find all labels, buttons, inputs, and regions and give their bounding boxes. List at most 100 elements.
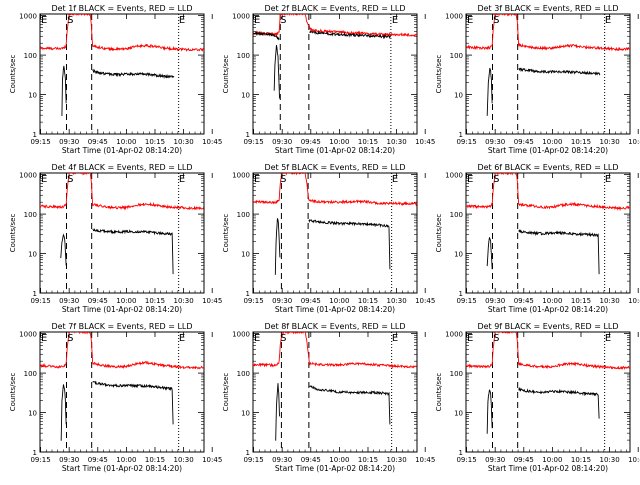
- x-tick-label: 10:30: [600, 138, 620, 146]
- x-axis-label: Start Time (01-Apr-02 08:14:20): [488, 146, 608, 155]
- y-tick-label: 1000: [445, 172, 463, 180]
- series-line-2: [309, 385, 391, 425]
- x-tick-label: 10:30: [387, 297, 407, 305]
- x-tick-label: 10:00: [329, 456, 349, 464]
- x-tick-label: 09:15: [243, 138, 263, 146]
- panel-5: Det 5f BLACK = Events, RED = LLD Counts/s…: [222, 163, 435, 314]
- y-tick-label: 1: [33, 449, 37, 457]
- x-tick-label: 10:45: [628, 297, 640, 305]
- marker-label: E: [41, 174, 47, 185]
- chart-title: Det 2f BLACK = Events, RED = LLD: [264, 4, 405, 13]
- marker-label: E: [41, 333, 47, 344]
- marker-label: E: [41, 15, 47, 26]
- x-tick-label: 09:30: [485, 297, 505, 305]
- y-tick-label: 1000: [445, 331, 463, 339]
- x-axis-label: Start Time (01-Apr-02 08:14:20): [275, 305, 395, 314]
- series-line-1: [40, 173, 204, 211]
- x-tick-label: 10:15: [358, 456, 378, 464]
- x-tick-label: 09:45: [88, 297, 108, 305]
- panel-8: Det 8f BLACK = Events, RED = LLD Counts/s…: [222, 322, 435, 473]
- marker-label: E: [254, 174, 260, 185]
- data-layer: [40, 14, 204, 134]
- x-tick-label: 10:00: [542, 456, 562, 464]
- x-tick-label: 10:45: [628, 456, 640, 464]
- y-axis-label: Counts/sec: [9, 373, 17, 412]
- series-line-1: [253, 332, 417, 369]
- x-tick-label: 10:30: [174, 297, 194, 305]
- y-tick-label: 10: [241, 251, 250, 259]
- series-line-1: [40, 14, 204, 52]
- chart-title: Det 8f BLACK = Events, RED = LLD: [264, 322, 405, 331]
- x-tick-label: 10:15: [145, 297, 165, 305]
- y-axis-label: Counts/sec: [9, 214, 17, 253]
- x-tick-label: 09:45: [514, 456, 534, 464]
- y-axis-label: Counts/sec: [435, 373, 443, 412]
- data-layer: [466, 14, 630, 134]
- series-line-2: [518, 229, 600, 275]
- y-tick-label: 100: [24, 211, 37, 219]
- x-tick-label: 10:15: [145, 138, 165, 146]
- marker-label: S: [493, 333, 499, 344]
- panel-3: Det 3f BLACK = Events, RED = LLD Counts/s…: [435, 4, 640, 155]
- series-line-2: [518, 386, 600, 419]
- x-tick-label: 10:15: [145, 456, 165, 464]
- marker-label: S: [280, 333, 286, 344]
- x-tick-label: 10:00: [116, 297, 136, 305]
- series-line-1: [466, 173, 630, 212]
- x-tick-label: 09:15: [30, 138, 50, 146]
- x-tick-label: 10:00: [116, 138, 136, 146]
- y-tick-label: 100: [450, 370, 463, 378]
- series-line-3: [486, 67, 493, 116]
- x-tick-label: 10:30: [600, 297, 620, 305]
- series-line-2: [92, 380, 174, 425]
- plot-frame: [465, 331, 631, 453]
- series-line-3: [61, 65, 67, 116]
- x-tick-label: 10:45: [415, 456, 435, 464]
- plot-frame: [252, 331, 418, 453]
- y-tick-label: 1000: [232, 13, 250, 21]
- y-tick-label: 1000: [19, 13, 37, 21]
- x-tick-label: 10:45: [202, 456, 222, 464]
- x-tick-label: 09:30: [272, 138, 292, 146]
- x-axis-label: Start Time (01-Apr-02 08:14:20): [488, 305, 608, 314]
- x-tick-label: 09:30: [272, 297, 292, 305]
- series-line-1: [466, 332, 630, 370]
- x-tick-label: 09:30: [59, 138, 79, 146]
- series-line-3: [60, 233, 67, 266]
- marker-label: S: [493, 15, 499, 26]
- series-line-3: [486, 237, 493, 270]
- y-tick-label: 10: [454, 251, 463, 259]
- y-tick-label: 10: [241, 92, 250, 100]
- marker-label: S: [67, 15, 73, 26]
- x-tick-label: 09:45: [301, 297, 321, 305]
- y-tick-label: 1000: [19, 331, 37, 339]
- x-tick-label: 10:00: [116, 456, 136, 464]
- y-tick-label: 10: [241, 410, 250, 418]
- x-tick-label: 10:00: [329, 297, 349, 305]
- marker-label: E: [179, 333, 185, 344]
- panel-2: Det 2f BLACK = Events, RED = LLD Counts/s…: [222, 4, 435, 155]
- x-tick-label: 10:45: [415, 297, 435, 305]
- x-tick-label: 10:30: [174, 456, 194, 464]
- marker-label: S: [67, 333, 73, 344]
- x-tick-label: 09:45: [514, 138, 534, 146]
- panel-9: Det 9f BLACK = Events, RED = LLD Counts/s…: [435, 322, 640, 473]
- x-tick-label: 10:00: [329, 138, 349, 146]
- chart-title: Det 5f BLACK = Events, RED = LLD: [264, 163, 405, 172]
- x-tick-label: 09:15: [243, 297, 263, 305]
- series-line-1: [253, 173, 417, 207]
- x-tick-label: 09:45: [514, 297, 534, 305]
- x-axis-label: Start Time (01-Apr-02 08:14:20): [275, 464, 395, 473]
- x-tick-label: 09:30: [59, 297, 79, 305]
- x-tick-label: 10:45: [628, 138, 640, 146]
- x-tick-label: 09:30: [485, 456, 505, 464]
- plot-frame: [39, 331, 205, 453]
- plot-frame: [465, 172, 631, 294]
- x-tick-label: 09:15: [30, 456, 50, 464]
- series-line-2: [253, 31, 280, 41]
- y-tick-label: 1: [33, 290, 37, 298]
- data-layer: [40, 332, 204, 452]
- panel-4: Det 4f BLACK = Events, RED = LLD Counts/s…: [9, 163, 222, 314]
- data-layer: [466, 332, 630, 452]
- x-tick-label: 09:45: [301, 456, 321, 464]
